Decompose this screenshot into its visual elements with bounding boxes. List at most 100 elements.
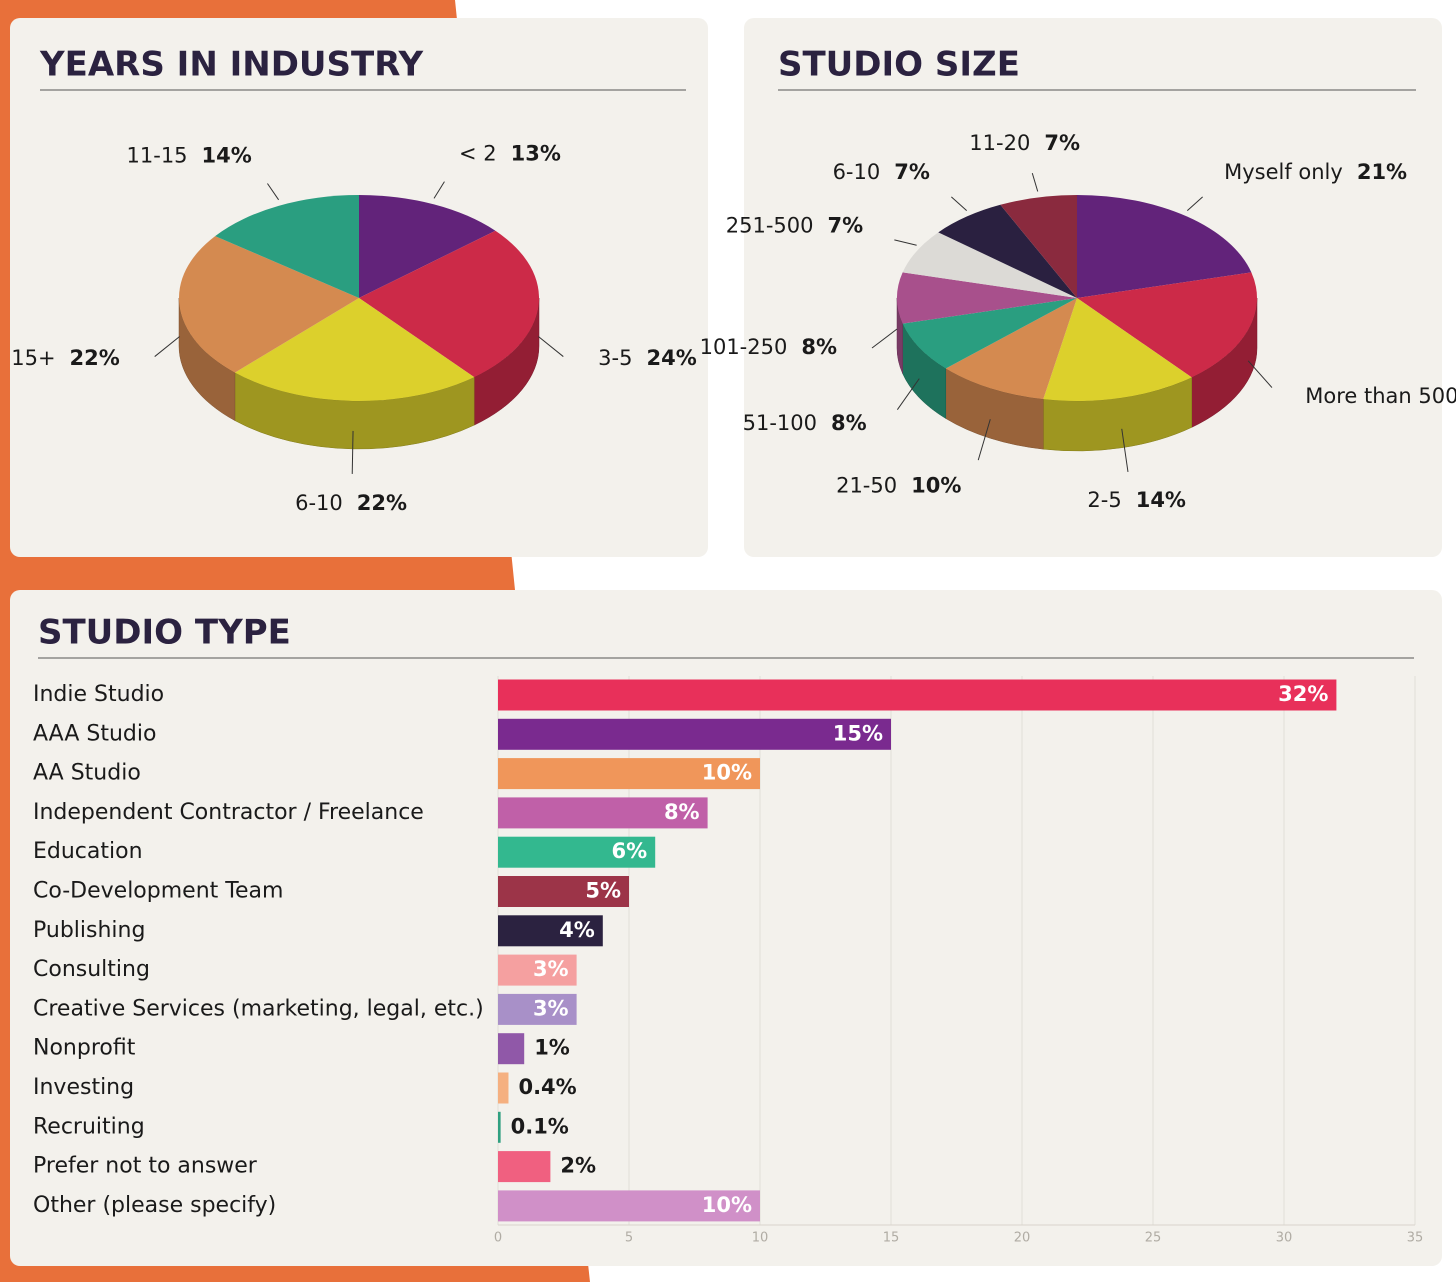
pie-slice	[179, 236, 359, 373]
leader-line	[433, 181, 445, 199]
value-label: 1%	[534, 1036, 570, 1060]
category-label: Education	[33, 839, 143, 864]
category-label: 2-5	[1087, 488, 1121, 512]
slice-label: 6-10 22%	[295, 491, 407, 515]
category-label: Publishing	[33, 918, 145, 943]
category-label: Myself only	[1224, 160, 1343, 184]
category-label: Other (please specify)	[33, 1193, 276, 1218]
pie-slice	[1077, 272, 1257, 378]
pie-slice	[359, 230, 540, 378]
slice-label: 15+ 22%	[11, 346, 120, 370]
value-label: 14%	[1136, 488, 1186, 512]
bar	[498, 1111, 501, 1143]
slice-label: Myself only 21%	[1224, 160, 1407, 184]
x-tick-label: 20	[1014, 1231, 1031, 1246]
category-label: 21-50	[836, 473, 897, 497]
category-label: 6-10	[295, 491, 343, 515]
bar	[498, 758, 760, 790]
value-label: 32%	[1278, 682, 1328, 706]
bar	[498, 718, 891, 750]
category-label: More than 500	[1305, 384, 1456, 408]
slice-label: 251-500 7%	[726, 213, 863, 237]
value-label: 6%	[612, 839, 648, 863]
value-label: 10%	[702, 761, 752, 785]
slice-label: 3-5 24%	[598, 346, 697, 370]
value-label: 10%	[702, 1193, 752, 1217]
leader-line	[1121, 428, 1129, 473]
leader-line	[538, 336, 564, 357]
value-label: 7%	[1044, 131, 1080, 155]
bar	[498, 1033, 525, 1065]
value-label: 4%	[559, 918, 595, 942]
leader-line	[1247, 360, 1273, 388]
value-label: 22%	[357, 491, 407, 515]
pie-slice	[938, 204, 1077, 298]
x-tick-label: 10	[752, 1231, 769, 1246]
x-tick-label: 35	[1407, 1231, 1424, 1246]
leader-line	[1031, 172, 1039, 192]
leader-line	[977, 419, 991, 461]
category-label: 3-5	[598, 346, 632, 370]
chart-title: STUDIO TYPE	[38, 613, 291, 653]
bar	[498, 836, 656, 868]
category-label: 101-250	[700, 335, 788, 359]
bar	[498, 1151, 551, 1183]
category-label: 11-15	[127, 144, 188, 168]
category-label: < 2	[459, 141, 497, 165]
leader-line	[871, 328, 898, 349]
category-label: Prefer not to answer	[33, 1154, 258, 1179]
pie-slice	[902, 298, 1077, 369]
leader-line	[154, 336, 180, 357]
value-label: 7%	[894, 160, 930, 184]
slice-label: 6-10 7%	[833, 160, 930, 184]
value-label: 8%	[664, 800, 700, 824]
panel	[10, 590, 1442, 1266]
value-label: 0.4%	[518, 1075, 576, 1099]
bar	[498, 797, 708, 829]
category-label: Investing	[33, 1075, 134, 1100]
value-label: 15%	[833, 721, 883, 745]
value-label: 24%	[646, 346, 696, 370]
value-label: 14%	[202, 144, 252, 168]
pie-slice	[897, 272, 1077, 324]
slice-label: 21-50 10%	[836, 473, 961, 497]
category-label: Indie Studio	[33, 682, 164, 707]
category-label: Consulting	[33, 957, 150, 982]
leader-line	[1186, 196, 1203, 211]
x-tick-label: 30	[1276, 1231, 1293, 1246]
value-label: 10%	[911, 473, 961, 497]
bar	[498, 1072, 509, 1104]
chart-title: STUDIO SIZE	[778, 45, 1020, 85]
value-label: 21%	[1357, 160, 1407, 184]
value-label: 5%	[585, 879, 621, 903]
value-label: 3%	[533, 996, 569, 1020]
pie-slice	[945, 298, 1077, 400]
leader-line	[267, 183, 280, 201]
value-label: 13%	[511, 141, 561, 165]
pie-slice	[234, 298, 475, 401]
leader-line	[351, 430, 354, 474]
leader-line	[951, 196, 968, 211]
leader-line	[896, 378, 920, 410]
category-label: AAA Studio	[33, 721, 156, 746]
value-label: 2%	[560, 1154, 596, 1178]
slice-label: 2-5 14%	[1087, 488, 1186, 512]
bar	[498, 1190, 760, 1222]
slice-label: 101-250 8%	[700, 335, 837, 359]
category-label: Independent Contractor / Freelance	[33, 800, 424, 825]
bar	[498, 954, 577, 986]
bar	[498, 915, 603, 947]
value-label: 0.1%	[511, 1114, 569, 1138]
value-label: 8%	[831, 411, 867, 435]
slice-label: 11-15 14%	[127, 144, 252, 168]
category-label: AA Studio	[33, 761, 141, 786]
value-label: 22%	[70, 346, 120, 370]
category-label: Creative Services (marketing, legal, etc…	[33, 996, 484, 1021]
category-label: Nonprofit	[33, 1036, 136, 1061]
leader-line	[894, 239, 917, 246]
slice-label: 51-100 8%	[743, 411, 867, 435]
x-tick-label: 25	[1145, 1231, 1162, 1246]
slice-label: More than 50018%	[1305, 384, 1456, 408]
value-label: 8%	[801, 335, 837, 359]
